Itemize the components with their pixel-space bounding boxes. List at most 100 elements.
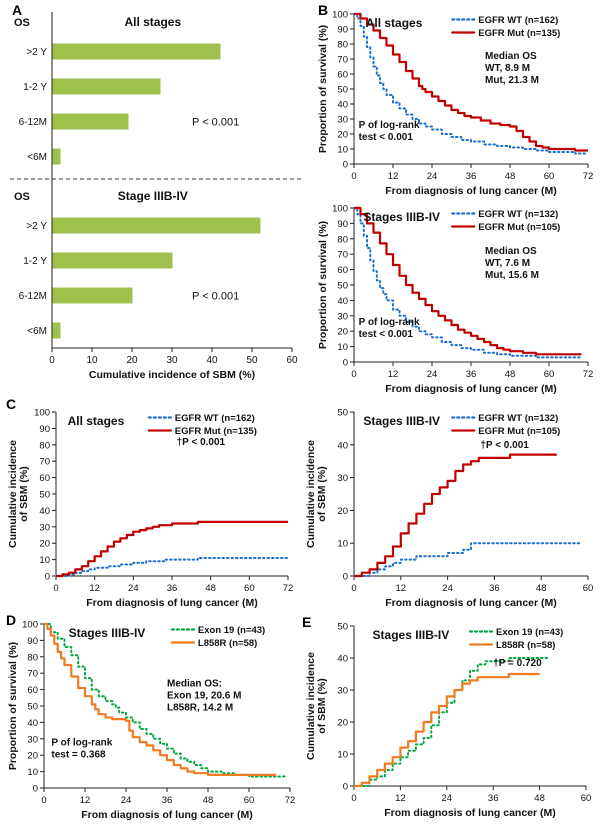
svg-text:100: 100: [332, 204, 348, 215]
svg-text:L858R, 14.2 M: L858R, 14.2 M: [167, 702, 233, 713]
panel-d-os-mutation-type-chart: 0 10 20 30 40 50 60 70 80 90 100 0 12 24 36 48 60 72 From …: [7, 620, 296, 822]
svg-text:90: 90: [39, 424, 50, 435]
svg-text:Proportion of survival (%): Proportion of survival (%): [7, 642, 19, 770]
svg-text:60: 60: [337, 265, 348, 276]
svg-text:100: 100: [332, 10, 348, 21]
svg-text:72: 72: [283, 583, 294, 594]
svg-text:P of log-rank: P of log-rank: [359, 120, 420, 131]
svg-text:40: 40: [337, 440, 348, 451]
svg-text:24: 24: [442, 583, 453, 594]
svg-text:P < 0.001: P < 0.001: [192, 291, 239, 303]
svg-text:80: 80: [27, 652, 38, 663]
svg-text:48: 48: [203, 795, 214, 806]
svg-text:60: 60: [286, 355, 298, 366]
svg-text:72: 72: [583, 171, 594, 182]
svg-text:70: 70: [27, 669, 38, 680]
svg-text:30: 30: [27, 734, 38, 745]
svg-text:48: 48: [534, 793, 545, 804]
svg-text:Stages IIIB-IV: Stages IIIB-IV: [69, 626, 146, 640]
svg-text:From diagnosis of lung cancer: From diagnosis of lung cancer (M): [385, 185, 557, 197]
svg-text:20: 20: [337, 130, 348, 141]
svg-text:12: 12: [89, 583, 100, 594]
svg-text:50: 50: [246, 355, 258, 366]
svg-text:60: 60: [337, 70, 348, 81]
svg-text:60: 60: [39, 473, 50, 484]
svg-text:Median OS: Median OS: [485, 51, 537, 62]
svg-text:All stages: All stages: [68, 414, 125, 428]
svg-text:10: 10: [27, 767, 38, 778]
svg-text:60: 60: [244, 583, 255, 594]
svg-text:24: 24: [121, 795, 132, 806]
svg-text:48: 48: [505, 369, 516, 380]
svg-text:90: 90: [337, 25, 348, 36]
svg-text:Cumulative incidence: Cumulative incidence: [305, 652, 317, 760]
svg-text:10: 10: [39, 555, 50, 566]
svg-text:Proportion of survival (%): Proportion of survival (%): [317, 25, 329, 153]
svg-text:>2 Y: >2 Y: [26, 47, 47, 58]
svg-text:1-2 Y: 1-2 Y: [23, 256, 47, 267]
svg-text:12: 12: [80, 795, 91, 806]
svg-text:36: 36: [489, 583, 500, 594]
svg-text:0: 0: [45, 572, 50, 583]
svg-text:48: 48: [205, 583, 216, 594]
panel-b-label: B: [318, 2, 329, 18]
svg-text:50: 50: [27, 702, 38, 713]
panel-b-os-stage3b4-chart: 0 10 20 30 40 50 60 70 80 90 100 0 12 24 36 48 60 72 From …: [317, 204, 593, 396]
svg-text:40: 40: [27, 718, 38, 729]
svg-text:0: 0: [343, 572, 348, 583]
svg-text:Stages IIIB-IV: Stages IIIB-IV: [363, 210, 440, 224]
svg-text:90: 90: [337, 219, 348, 230]
svg-text:12: 12: [395, 793, 406, 804]
svg-text:0: 0: [33, 784, 38, 795]
svg-text:Cumulative incidence: Cumulative incidence: [7, 440, 19, 548]
svg-text:1-2 Y: 1-2 Y: [23, 82, 47, 93]
svg-text:36: 36: [466, 171, 477, 182]
svg-text:60: 60: [544, 369, 555, 380]
svg-text:50: 50: [39, 490, 50, 501]
svg-text:20: 20: [39, 539, 50, 550]
panel-c-label: C: [6, 396, 17, 412]
svg-text:EGFR WT (n=132): EGFR WT (n=132): [478, 413, 558, 424]
svg-text:EGFR Mut (n=135): EGFR Mut (n=135): [175, 426, 257, 437]
svg-text:0: 0: [351, 369, 356, 380]
svg-text:Stages IIIB-IV: Stages IIIB-IV: [363, 414, 440, 428]
svg-text:Proportion of survival (%): Proportion of survival (%): [317, 221, 329, 349]
svg-text:20: 20: [27, 751, 38, 762]
svg-text:40: 40: [337, 296, 348, 307]
svg-text:48: 48: [536, 583, 547, 594]
svg-text:50: 50: [337, 408, 348, 419]
svg-text:30: 30: [337, 311, 348, 322]
svg-text:12: 12: [388, 369, 399, 380]
svg-text:30: 30: [39, 522, 50, 533]
svg-text:0: 0: [49, 355, 55, 366]
svg-text:48: 48: [505, 171, 516, 182]
svg-text:0: 0: [53, 583, 58, 594]
svg-text:60: 60: [27, 685, 38, 696]
svg-text:EGFR WT (n=162): EGFR WT (n=162): [478, 15, 558, 26]
svg-text:Median OS:: Median OS:: [167, 678, 222, 689]
svg-text:0: 0: [343, 160, 348, 171]
panel-e-label: E: [302, 614, 312, 630]
svg-text:EGFR WT (n=162): EGFR WT (n=162): [175, 413, 255, 424]
svg-text:30: 30: [337, 115, 348, 126]
svg-text:EGFR Mut (n=135): EGFR Mut (n=135): [478, 28, 560, 39]
svg-text:24: 24: [427, 369, 438, 380]
svg-text:10: 10: [337, 750, 348, 761]
svg-text:EGFR Mut (n=105): EGFR Mut (n=105): [478, 426, 560, 437]
svg-text:50: 50: [337, 622, 348, 633]
panel-e-sbm-mutation-type-chart: 0 10 20 30 40 50 0 12 24 36 48 60 From diagnosis of …: [305, 622, 592, 820]
svg-text:50: 50: [337, 281, 348, 292]
svg-text:12: 12: [388, 171, 399, 182]
svg-text:0: 0: [41, 795, 46, 806]
svg-text:72: 72: [285, 795, 296, 806]
svg-text:0: 0: [351, 583, 356, 594]
svg-text:24: 24: [442, 793, 453, 804]
svg-text:60: 60: [581, 793, 592, 804]
svg-text:From diagnosis of lung cancer: From diagnosis of lung cancer (M): [385, 597, 557, 609]
svg-text:20: 20: [126, 355, 138, 366]
svg-text:80: 80: [337, 234, 348, 245]
svg-text:36: 36: [466, 369, 477, 380]
svg-text:From diagnosis of lung cancer: From diagnosis of lung cancer (M): [86, 597, 258, 609]
svg-text:20: 20: [337, 718, 348, 729]
